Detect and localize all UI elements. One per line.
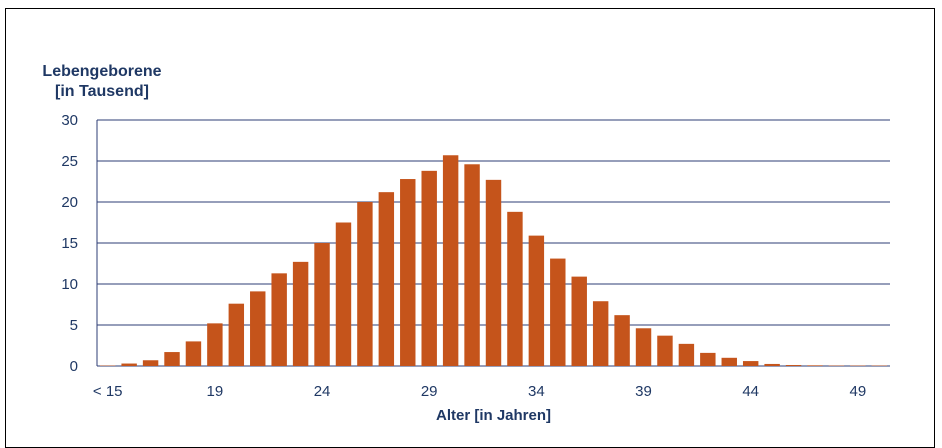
y-tick-label: 10 <box>61 276 78 293</box>
bar <box>700 353 715 366</box>
bar <box>722 358 737 366</box>
y-tick-label: 20 <box>61 194 78 211</box>
bar <box>636 328 651 366</box>
x-tick-label: 44 <box>742 383 759 400</box>
bar <box>357 202 372 366</box>
bar <box>593 301 608 366</box>
bar <box>400 179 415 366</box>
bar <box>443 155 458 366</box>
bar <box>164 352 179 366</box>
bar <box>507 212 522 366</box>
bar <box>250 291 265 366</box>
y-tick-label: 15 <box>61 235 78 252</box>
bar <box>186 341 201 366</box>
y-tick-label: 25 <box>61 153 78 170</box>
bar <box>743 361 758 366</box>
bar <box>379 192 394 366</box>
bar <box>657 336 672 366</box>
bar <box>207 323 222 366</box>
bar <box>464 164 479 366</box>
bar <box>143 360 158 366</box>
bar <box>572 277 587 366</box>
bar <box>486 180 501 366</box>
x-tick-label: 29 <box>421 383 438 400</box>
x-tick-label: < 15 <box>93 383 123 400</box>
y-tick-label: 0 <box>70 358 78 375</box>
bar <box>807 365 822 366</box>
y-tick-label: 5 <box>70 317 78 334</box>
bar <box>271 273 286 366</box>
bar <box>336 223 351 367</box>
bar-chart: 0 5 10 15 20 25 30 < 15 19 24 29 34 39 44 49 Alter [in … <box>0 0 942 427</box>
x-tick-label: 34 <box>528 383 545 400</box>
bar <box>293 262 308 366</box>
x-tick-label: 39 <box>635 383 652 400</box>
bar <box>314 243 329 366</box>
y-tick-label: 30 <box>61 112 78 129</box>
bar <box>786 365 801 366</box>
bar <box>229 304 244 366</box>
bar <box>550 259 565 366</box>
bar <box>121 364 136 366</box>
bar <box>421 171 436 366</box>
x-tick-label: 49 <box>850 383 867 400</box>
x-tick-label: 19 <box>207 383 224 400</box>
bar <box>679 344 694 366</box>
bar <box>529 236 544 366</box>
bar <box>764 364 779 366</box>
x-axis-title: Alter [in Jahren] <box>436 407 551 424</box>
x-tick-label: 24 <box>314 383 331 400</box>
bar <box>614 315 629 366</box>
